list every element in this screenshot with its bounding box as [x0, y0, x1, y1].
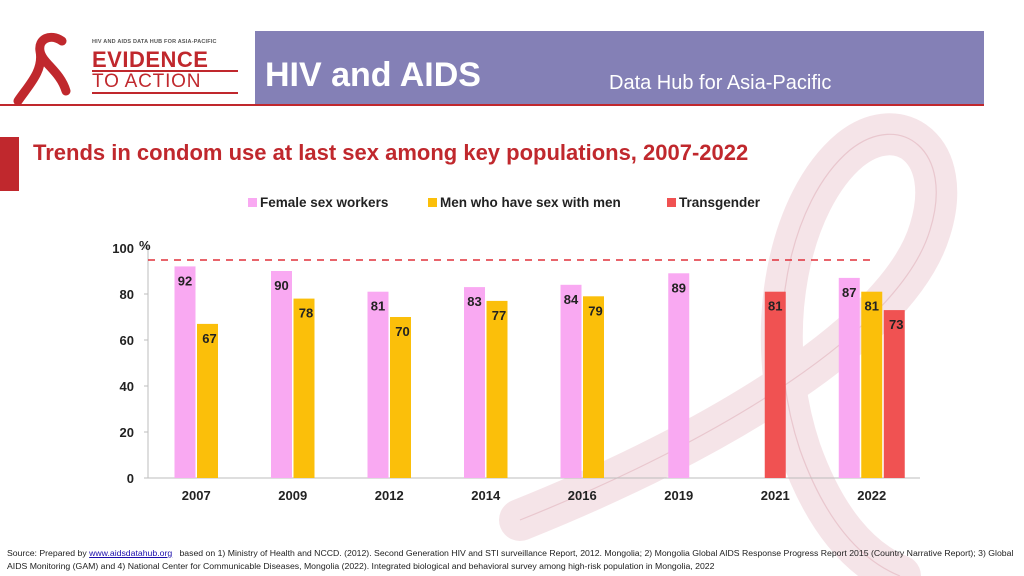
legend-label-female: Female sex workers — [260, 195, 389, 210]
title-accent-bar — [0, 137, 19, 191]
x-tick-label: 2012 — [375, 488, 404, 503]
source-prefix: Source: Prepared by — [7, 548, 90, 558]
bar — [390, 317, 411, 478]
y-tick-label: 100 — [112, 241, 134, 256]
y-tick-label: 20 — [120, 425, 134, 440]
data-label: 89 — [672, 280, 686, 295]
data-label: 81 — [768, 299, 782, 314]
data-label: 83 — [467, 294, 481, 309]
legend-item-transgender: Transgender — [667, 195, 760, 210]
bar — [293, 298, 315, 478]
y-tick-label: 80 — [120, 287, 134, 302]
bar — [583, 296, 604, 478]
bar — [197, 323, 218, 478]
y-unit-label: % — [139, 238, 151, 253]
bar — [271, 271, 292, 478]
source-link[interactable]: www.aidsdatahub.org — [89, 548, 173, 558]
data-label: 90 — [274, 278, 288, 293]
legend-item-msm: Men who have sex with men — [428, 195, 621, 210]
x-tick-label: 2021 — [761, 488, 790, 503]
banner-title: HIV and AIDS — [265, 56, 481, 94]
source-text: based on 1) Ministry of Health and NCCD.… — [7, 548, 1014, 571]
data-label: 73 — [889, 317, 903, 332]
red-ribbon-icon — [13, 32, 71, 104]
logo-tagline: HIV AND AIDS DATA HUB FOR ASIA-PACIFIC — [92, 39, 217, 45]
legend-item-female-sex-workers: Female sex workers — [248, 195, 388, 210]
bar — [367, 291, 389, 478]
x-tick-label: 2016 — [568, 488, 597, 503]
bar — [560, 284, 582, 478]
source-note: Source: Prepared by www.aidsdatahub.org … — [7, 547, 1017, 572]
data-label: 81 — [865, 299, 879, 314]
bar — [464, 287, 485, 478]
legend-label-msm: Men who have sex with men — [440, 195, 621, 210]
x-tick-label: 2014 — [471, 488, 501, 503]
data-label: 78 — [299, 306, 313, 321]
logo: HIV AND AIDS DATA HUB FOR ASIA-PACIFIC E… — [0, 31, 255, 104]
y-tick-label: 60 — [120, 333, 134, 348]
legend-label-transgender: Transgender — [679, 195, 761, 210]
legend-swatch-msm — [428, 198, 437, 207]
data-label: 81 — [371, 299, 385, 314]
legend-swatch-transgender — [667, 198, 676, 207]
data-label: 87 — [842, 285, 856, 300]
bar — [668, 273, 690, 478]
data-label: 70 — [395, 324, 409, 339]
data-label: 79 — [588, 303, 602, 318]
chart-title: Trends in condom use at last sex among k… — [33, 140, 749, 165]
logo-rule-top — [92, 70, 238, 72]
x-tick-label: 2007 — [182, 488, 211, 503]
logo-rule-bottom — [92, 92, 238, 94]
bar — [883, 310, 905, 478]
logo-line2: TO ACTION — [92, 71, 202, 92]
banner-subtitle: Data Hub for Asia-Pacific — [609, 72, 832, 94]
data-label: 84 — [564, 292, 579, 307]
bar — [174, 266, 196, 478]
y-tick-label: 0 — [127, 471, 134, 486]
bar — [764, 291, 786, 478]
x-tick-label: 2022 — [857, 488, 886, 503]
bar — [838, 277, 860, 478]
x-tick-label: 2009 — [278, 488, 307, 503]
data-label: 67 — [202, 331, 216, 346]
data-label: 92 — [178, 273, 192, 288]
data-label: 77 — [492, 308, 506, 323]
header-divider — [0, 104, 984, 106]
bar — [861, 291, 883, 478]
logo-line1: EVIDENCE — [92, 47, 209, 72]
bar — [486, 300, 508, 478]
legend-swatch-female — [248, 198, 257, 207]
y-tick-label: 40 — [120, 379, 134, 394]
x-tick-label: 2019 — [664, 488, 693, 503]
